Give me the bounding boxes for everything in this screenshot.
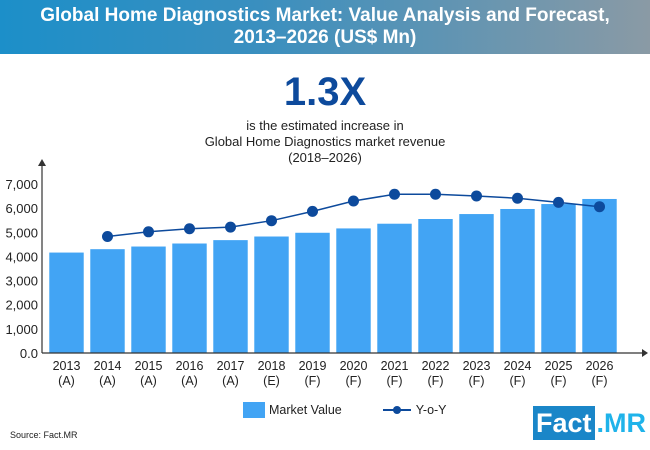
x-tick-label: 2013 bbox=[53, 359, 81, 373]
x-tick-label: 2023 bbox=[463, 359, 491, 373]
legend: Market Value Y-o-Y bbox=[243, 402, 447, 418]
y-tick-label: 6,000 bbox=[5, 201, 38, 216]
x-tick-sublabel: (F) bbox=[551, 374, 567, 388]
bar-2023 bbox=[459, 214, 494, 353]
x-tick-sublabel: (F) bbox=[428, 374, 444, 388]
x-tick-sublabel: (A) bbox=[140, 374, 157, 388]
bar-2013 bbox=[49, 252, 84, 353]
title-line-2: 2013–2026 (US$ Mn) bbox=[233, 27, 417, 48]
x-tick-label: 2021 bbox=[381, 359, 409, 373]
chart-title: Global Home Diagnostics Market: Value An… bbox=[0, 0, 650, 54]
x-tick-sublabel: (F) bbox=[305, 374, 321, 388]
x-tick-label: 2016 bbox=[176, 359, 204, 373]
legend-bar-label: Market Value bbox=[269, 403, 342, 417]
x-tick-label: 2015 bbox=[135, 359, 163, 373]
title-line-1: Global Home Diagnostics Market: Value An… bbox=[40, 5, 610, 26]
yoy-point bbox=[184, 223, 195, 235]
yoy-point bbox=[553, 196, 564, 208]
yoy-point bbox=[471, 190, 482, 202]
x-tick-sublabel: (F) bbox=[346, 374, 362, 388]
x-tick-label: 2019 bbox=[299, 359, 327, 373]
yoy-point bbox=[102, 231, 113, 243]
y-tick-label: 3,000 bbox=[5, 274, 38, 289]
highlight-text: is the estimated increase in Global Home… bbox=[0, 118, 650, 166]
x-tick-sublabel: (E) bbox=[263, 374, 280, 388]
y-tick-label: 7,000 bbox=[5, 177, 38, 192]
bar-2015 bbox=[131, 246, 166, 353]
yoy-point bbox=[348, 195, 359, 207]
x-tick-label: 2018 bbox=[258, 359, 286, 373]
highlight-line-2: Global Home Diagnostics market revenue bbox=[204, 134, 446, 149]
x-tick-label: 2026 bbox=[586, 359, 614, 373]
logo-part-a: Fact bbox=[533, 406, 595, 440]
y-tick-label: 5,000 bbox=[5, 225, 38, 240]
yoy-point bbox=[594, 201, 605, 213]
yoy-point bbox=[143, 226, 154, 238]
x-tick-sublabel: (A) bbox=[222, 374, 239, 388]
yoy-point bbox=[512, 192, 523, 204]
source-note: Source: Fact.MR bbox=[10, 430, 78, 440]
bar-2020 bbox=[336, 228, 371, 353]
bar-2022 bbox=[418, 219, 453, 353]
highlight-line-3: (2018–2026) bbox=[288, 150, 362, 165]
y-tick-label: 2,000 bbox=[5, 298, 38, 313]
yoy-point bbox=[389, 188, 400, 200]
x-tick-sublabel: (A) bbox=[58, 374, 75, 388]
logo-part-b: .MR bbox=[596, 407, 647, 438]
x-tick-sublabel: (A) bbox=[99, 374, 116, 388]
yoy-point bbox=[430, 188, 441, 200]
bar-2021 bbox=[377, 223, 412, 353]
legend-line-label: Y-o-Y bbox=[415, 403, 447, 417]
highlight-value: 1.3X bbox=[283, 70, 367, 114]
legend-bar-swatch bbox=[243, 402, 265, 418]
y-tick-label: 0.0 bbox=[20, 346, 38, 361]
bar-2019 bbox=[295, 232, 330, 353]
x-tick-label: 2017 bbox=[217, 359, 245, 373]
bar-2018 bbox=[254, 236, 289, 353]
x-tick-label: 2022 bbox=[422, 359, 450, 373]
bar-2014 bbox=[90, 249, 125, 353]
x-tick-label: 2025 bbox=[545, 359, 573, 373]
bar-2017 bbox=[213, 240, 248, 353]
y-tick-label: 1,000 bbox=[5, 322, 38, 337]
x-tick-sublabel: (F) bbox=[510, 374, 526, 388]
x-tick-label: 2014 bbox=[94, 359, 122, 373]
x-tick-sublabel: (F) bbox=[592, 374, 608, 388]
yoy-point bbox=[266, 215, 277, 227]
x-tick-sublabel: (A) bbox=[181, 374, 198, 388]
x-axis-arrow bbox=[642, 349, 648, 357]
x-tick-sublabel: (F) bbox=[387, 374, 403, 388]
bar-2026 bbox=[582, 198, 617, 353]
y-axis-arrow bbox=[38, 159, 46, 166]
bar-2025 bbox=[541, 204, 576, 353]
yoy-point bbox=[225, 221, 236, 233]
legend-line-icon bbox=[382, 406, 411, 414]
x-tick-label: 2020 bbox=[340, 359, 368, 373]
bar-2024 bbox=[500, 208, 535, 353]
highlight-line-1: is the estimated increase in bbox=[246, 118, 404, 133]
bar-2016 bbox=[172, 243, 207, 353]
x-tick-label: 2024 bbox=[504, 359, 532, 373]
y-tick-label: 4,000 bbox=[5, 249, 38, 264]
yoy-point bbox=[307, 205, 318, 217]
x-tick-sublabel: (F) bbox=[469, 374, 485, 388]
factmr-logo: Fact .MR bbox=[533, 406, 646, 440]
